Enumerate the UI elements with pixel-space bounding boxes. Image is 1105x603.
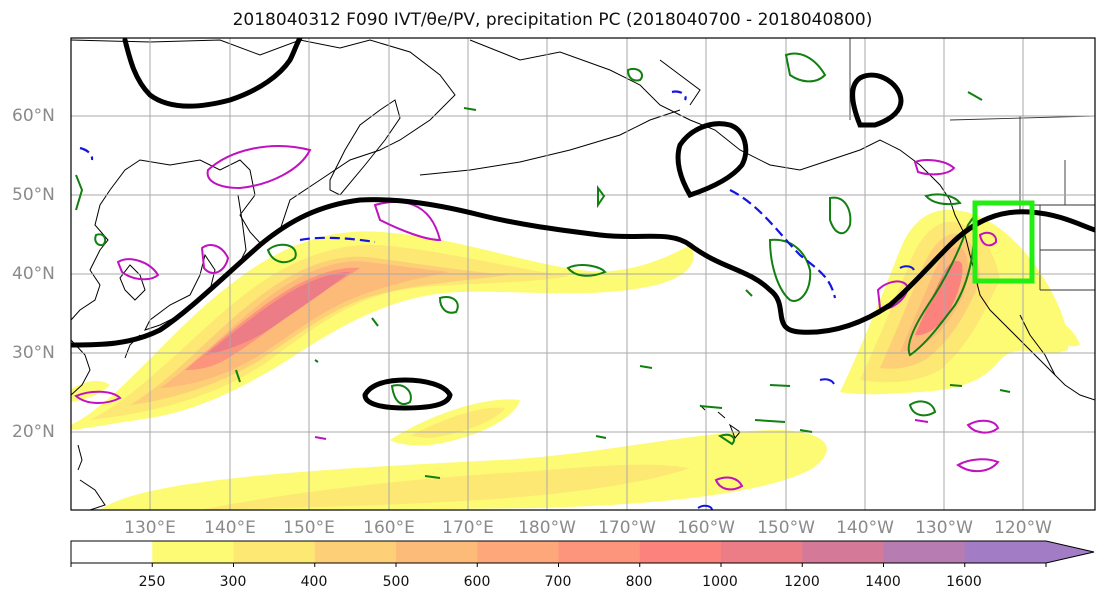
coastlines xyxy=(71,39,1095,510)
colorbar-extend-arrow xyxy=(1046,541,1094,563)
colorbar-tick-label: 1200 xyxy=(784,574,820,590)
colorbar-segment xyxy=(558,541,641,563)
colorbar-segment xyxy=(721,541,803,563)
precip-pc-contours xyxy=(75,52,1011,479)
colorbar-segment xyxy=(802,541,884,563)
lon-label-170w: 170°W xyxy=(598,518,656,538)
lon-label-160e: 160°E xyxy=(363,518,415,538)
colorbar-segment xyxy=(883,541,966,563)
colorbar-tick-label: 1600 xyxy=(946,574,982,590)
graticule xyxy=(71,38,1095,510)
pv-contours xyxy=(79,90,837,299)
lat-label-20n: 20°N xyxy=(12,422,55,442)
colorbar-segment xyxy=(477,541,559,563)
colorbar-tick-label: 500 xyxy=(382,574,410,590)
lon-label-170e: 170°E xyxy=(442,518,494,538)
lon-label-160w: 160°W xyxy=(677,518,735,538)
colorbar-segment xyxy=(964,541,1047,563)
colorbar-outline xyxy=(70,540,1095,564)
lon-label-130e: 130°E xyxy=(124,518,176,538)
lon-label-150e: 150°E xyxy=(283,518,335,538)
colorbar-segment xyxy=(396,541,478,563)
colorbar-tick-label: 700 xyxy=(544,574,572,590)
lon-label-130w: 130°W xyxy=(915,518,973,538)
colorbar-segment xyxy=(314,541,397,563)
lat-label-60n: 60°N xyxy=(12,106,55,126)
ivt-contours xyxy=(71,38,1095,411)
lon-label-120w: 120°W xyxy=(994,518,1052,538)
colorbar-segment xyxy=(71,541,153,563)
colorbar-tick-label: 400 xyxy=(300,574,328,590)
lon-label-140e: 140°E xyxy=(204,518,256,538)
colorbar-segment xyxy=(639,541,722,563)
lon-label-180w: 180°W xyxy=(518,518,576,538)
theta-e-contours xyxy=(74,145,1000,491)
colorbar-segment xyxy=(152,541,234,563)
colorbar-tick-label: 250 xyxy=(138,574,166,590)
lon-label-140w: 140°W xyxy=(836,518,894,538)
colorbar xyxy=(70,540,1095,567)
lon-label-150w: 150°W xyxy=(757,518,815,538)
colorbar-tick-label: 600 xyxy=(463,574,491,590)
lat-label-40n: 40°N xyxy=(12,264,55,284)
colorbar-tick-label: 1000 xyxy=(702,574,738,590)
target-region-box xyxy=(972,200,1035,284)
lat-label-50n: 50°N xyxy=(12,185,55,205)
colorbar-tick-label: 800 xyxy=(625,574,653,590)
colorbar-tick-label: 300 xyxy=(219,574,247,590)
colorbar-tick-label: 1400 xyxy=(865,574,901,590)
lat-label-30n: 30°N xyxy=(12,343,55,363)
colorbar-segment xyxy=(233,541,316,563)
map-title: 2018040312 F090 IVT/θe/PV, precipitation… xyxy=(232,10,873,30)
